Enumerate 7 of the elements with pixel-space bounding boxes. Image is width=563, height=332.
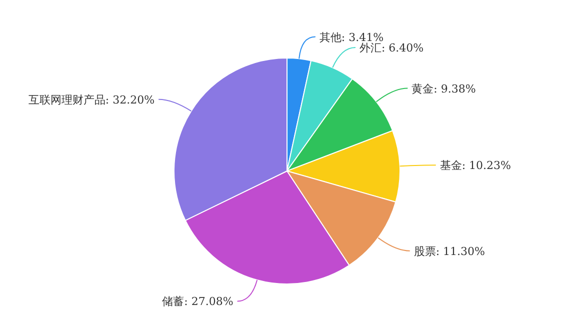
slice-label: 股票: 11.30% <box>414 244 486 258</box>
slice-label: 外汇: 6.40% <box>359 41 424 54</box>
slice-label: 黄金: 9.38% <box>412 82 476 96</box>
slice-label: 其他: 3.41% <box>319 30 384 44</box>
slice-label: 基金: 10.23% <box>440 159 512 172</box>
slice-label: 储蓄: 27.08% <box>162 295 234 308</box>
slice-label: 互联网理财产品: 32.20% <box>28 93 155 106</box>
